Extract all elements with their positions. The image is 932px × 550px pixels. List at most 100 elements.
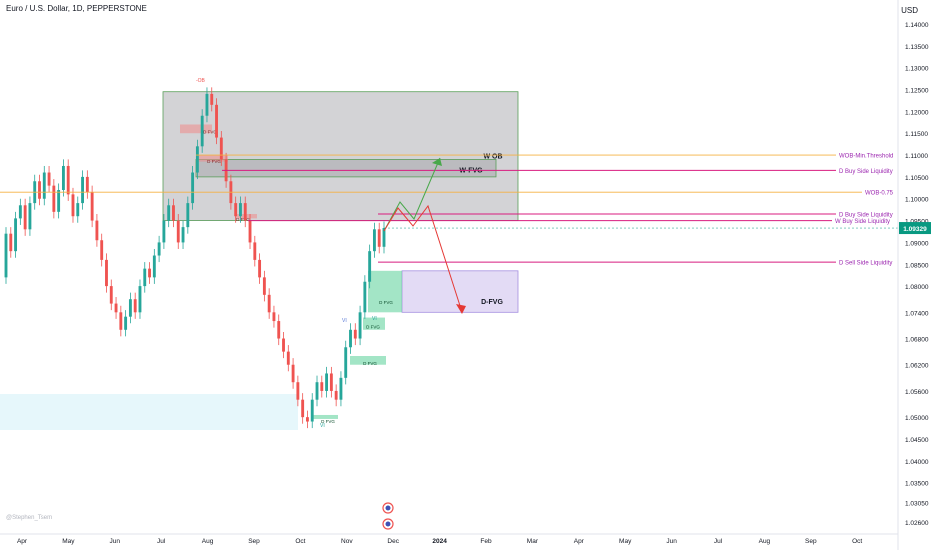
small-annotation-label: VI [372, 316, 377, 322]
candle-body [143, 268, 147, 287]
candle-body [23, 205, 27, 230]
candle-body [195, 146, 199, 173]
price-tick-label: 1.11500 [905, 131, 928, 138]
candle-body [372, 229, 376, 252]
price-tick-label: 1.11000 [905, 153, 928, 160]
liquidity-level-label: D Buy Side Liquidity [839, 213, 893, 219]
candle-body [210, 93, 214, 105]
candle-body [28, 203, 32, 230]
candle-body [162, 220, 166, 243]
zone-green [312, 414, 338, 419]
candle-body [215, 104, 218, 138]
candle-body [57, 190, 61, 212]
price-tick-label: 1.14000 [905, 22, 929, 29]
time-tick-label: Apr [17, 538, 28, 545]
price-tick-label: 1.04000 [905, 459, 929, 466]
candle-body [176, 220, 180, 243]
liquidity-level-label: D Buy Side Liquidity [839, 169, 893, 175]
candle-body [286, 351, 290, 365]
candle-body [76, 203, 80, 217]
candle-body [272, 312, 276, 322]
candle-body [353, 329, 357, 339]
zone-label: D FVG [363, 361, 377, 366]
candle-body [90, 192, 94, 221]
price-tick-label: 1.08500 [905, 262, 929, 269]
annotation-zones: W OBW-FVG D FVG D FVG D FVG D-FVG D FVG D FVG D… [0, 78, 519, 430]
price-tick-label: 1.06800 [905, 337, 929, 344]
candle-body [291, 364, 295, 383]
candle-body [18, 205, 22, 219]
candle-body [219, 137, 223, 160]
price-tick-label: 1.09000 [905, 240, 929, 247]
candle-body [368, 251, 372, 282]
candle-body [100, 240, 104, 260]
liquidity-level-label: W Buy Side Liquidity [835, 219, 890, 225]
candle-body [282, 338, 285, 352]
candle-body [239, 203, 242, 217]
time-tick-label: Sep [248, 538, 260, 545]
zone-green [363, 317, 385, 330]
time-tick-label: Jul [157, 538, 166, 545]
candle-body [205, 93, 209, 116]
price-tick-label: 1.13000 [905, 66, 929, 73]
candle-body [71, 194, 75, 217]
zone-label: D FVG [321, 419, 335, 424]
zone-label: W OB [483, 154, 502, 161]
zone-red [196, 155, 228, 162]
zone-label: D FVG [207, 159, 221, 164]
candle-body [119, 312, 123, 330]
time-tick-label: Feb [480, 538, 492, 545]
candle-body [377, 229, 381, 247]
time-tick-label: 2024 [432, 538, 447, 545]
time-tick-label: Aug [202, 538, 214, 545]
candle-body [47, 172, 51, 186]
event-icon-dot [385, 521, 391, 527]
price-tick-label: 1.05600 [905, 389, 929, 396]
price-tick-label: 1.07400 [905, 310, 929, 317]
candle-body [301, 399, 305, 418]
time-tick-label: Oct [295, 538, 305, 545]
event-icon-dot [385, 505, 391, 511]
candle-body [358, 312, 362, 339]
zone-red [180, 124, 212, 134]
liquidity-level-label: WOB-0.75 [865, 191, 894, 197]
candle-body [61, 165, 65, 190]
price-tick-label: 1.03050 [905, 500, 929, 507]
candle-body [105, 259, 108, 287]
time-tick-label: Jun [666, 538, 677, 545]
time-tick-label: Jun [110, 538, 121, 545]
candle-body [344, 347, 348, 378]
candle-body [334, 390, 338, 400]
candle-body [148, 268, 151, 278]
price-tick-label: 1.06200 [905, 363, 929, 370]
candle-body [38, 181, 41, 199]
zone-green [368, 270, 402, 313]
candle-body [325, 373, 329, 391]
time-tick-label: Aug [759, 538, 771, 545]
time-tick-label: May [619, 538, 632, 545]
candle-body [14, 218, 18, 252]
bearish-arrow-head [456, 304, 466, 314]
candle-body [42, 172, 46, 199]
zone-label: D FVG [379, 300, 393, 305]
candle-body [81, 176, 84, 204]
candle-body [4, 233, 8, 278]
candle-body [152, 255, 156, 278]
candle-body [52, 185, 56, 212]
candle-body [258, 259, 262, 278]
candle-body [339, 377, 343, 400]
candle-body [306, 417, 309, 422]
candle-body [167, 205, 171, 221]
zone-label: D FVG [366, 325, 380, 330]
candle-body [363, 281, 367, 313]
last-price-label: 1.09329 [903, 226, 927, 233]
time-tick-label: Jul [714, 538, 723, 545]
liquidity-levels: WOB-Min.Threshold D Buy Side Liquidity WOB… [0, 154, 898, 267]
time-tick-label: Apr [574, 538, 585, 545]
candles [4, 87, 386, 429]
projection-arrows [383, 157, 466, 314]
candle-body [262, 277, 266, 295]
candle-body [253, 242, 257, 260]
